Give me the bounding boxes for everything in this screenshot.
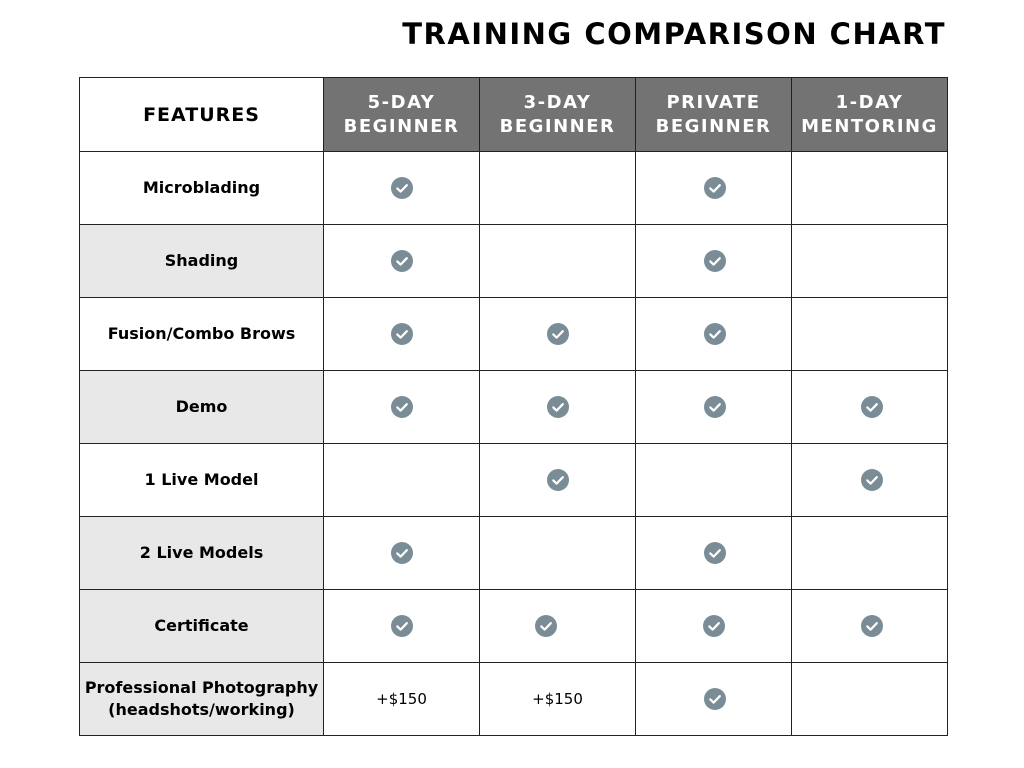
value-cell <box>479 297 636 371</box>
feature-label-line: Professional Photography <box>84 678 319 697</box>
value-cell <box>323 443 480 517</box>
column-header-line: BEGINNER <box>655 115 772 137</box>
value-cell <box>323 151 480 225</box>
check-circle-icon <box>546 396 569 418</box>
check-circle-icon <box>546 469 569 491</box>
value-cell <box>791 516 948 590</box>
feature-label: Fusion/Combo Brows <box>79 297 324 371</box>
feature-label: Professional Photography (headshots/worki… <box>79 662 324 736</box>
column-header-line: 3-DAY <box>523 91 592 113</box>
check-circle-icon <box>703 396 726 418</box>
value-cell <box>323 224 480 298</box>
value-cell <box>479 370 636 444</box>
column-header-line: 5-DAY <box>367 91 436 113</box>
table-row: Demo <box>79 370 948 444</box>
check-circle-icon <box>546 323 569 345</box>
table-row: 2 Live Models <box>79 516 948 590</box>
check-circle-icon <box>703 688 726 710</box>
value-cell <box>479 443 636 517</box>
check-circle-icon <box>703 177 726 199</box>
page-title: TRAINING COMPARISON CHART <box>402 17 946 51</box>
column-header-3-day-beginner: 3-DAY BEGINNER <box>479 77 636 152</box>
value-cell <box>479 589 636 663</box>
price-addon: +$150 <box>376 690 427 708</box>
value-cell <box>479 516 636 590</box>
table-row: Shading <box>79 224 948 298</box>
value-cell <box>323 370 480 444</box>
price-addon: +$150 <box>532 690 583 708</box>
feature-label-line: (headshots/working) <box>108 700 295 719</box>
value-cell <box>323 516 480 590</box>
value-cell <box>479 224 636 298</box>
value-cell <box>635 662 792 736</box>
table-row: Microblading <box>79 151 948 225</box>
feature-label: 2 Live Models <box>79 516 324 590</box>
value-cell: +$150 <box>323 662 480 736</box>
value-cell <box>323 589 480 663</box>
value-cell <box>791 297 948 371</box>
features-header: FEATURES <box>79 77 324 152</box>
value-cell <box>479 151 636 225</box>
check-circle-icon <box>390 542 413 564</box>
check-circle-icon <box>860 615 883 637</box>
value-cell <box>635 589 792 663</box>
check-circle-icon <box>534 615 557 637</box>
table-body: Microblading Shading Fusion/Combo Brows Dem… <box>79 151 948 736</box>
value-cell <box>791 224 948 298</box>
value-cell <box>635 516 792 590</box>
column-header-line: BEGINNER <box>343 115 460 137</box>
check-circle-icon <box>703 250 726 272</box>
check-circle-icon <box>703 323 726 345</box>
value-cell <box>791 151 948 225</box>
column-header-line: MENTORING <box>801 115 938 137</box>
value-cell <box>791 662 948 736</box>
value-cell <box>323 297 480 371</box>
value-cell <box>635 224 792 298</box>
check-circle-icon <box>860 396 883 418</box>
check-circle-icon <box>703 542 726 564</box>
value-cell <box>791 443 948 517</box>
column-header-line: PRIVATE <box>666 91 761 113</box>
table-row: 1 Live Model <box>79 443 948 517</box>
column-header-line: 1-DAY <box>835 91 904 113</box>
value-cell <box>635 370 792 444</box>
check-circle-icon <box>390 323 413 345</box>
feature-label: Microblading <box>79 151 324 225</box>
feature-label: Demo <box>79 370 324 444</box>
feature-label: Shading <box>79 224 324 298</box>
column-header-line: BEGINNER <box>499 115 616 137</box>
value-cell <box>791 589 948 663</box>
value-cell <box>635 297 792 371</box>
value-cell <box>635 443 792 517</box>
value-cell: +$150 <box>479 662 636 736</box>
feature-label: Certificate <box>79 589 324 663</box>
check-circle-icon <box>390 250 413 272</box>
check-circle-icon <box>390 177 413 199</box>
column-header-1-day-mentoring: 1-DAY MENTORING <box>791 77 948 152</box>
value-cell <box>791 370 948 444</box>
table-row: Certificate <box>79 589 948 663</box>
table-row: Professional Photography (headshots/worki… <box>79 662 948 736</box>
table-row: Fusion/Combo Brows <box>79 297 948 371</box>
check-circle-icon <box>390 396 413 418</box>
check-circle-icon <box>390 615 413 637</box>
column-header-private-beginner: PRIVATE BEGINNER <box>635 77 792 152</box>
feature-label: 1 Live Model <box>79 443 324 517</box>
check-circle-icon <box>860 469 883 491</box>
column-header-5-day-beginner: 5-DAY BEGINNER <box>323 77 480 152</box>
check-circle-icon <box>702 615 725 637</box>
header-row: FEATURES 5-DAY BEGINNER 3-DAY BEGINNER P… <box>79 77 948 152</box>
value-cell <box>635 151 792 225</box>
comparison-table: FEATURES 5-DAY BEGINNER 3-DAY BEGINNER P… <box>79 77 948 736</box>
